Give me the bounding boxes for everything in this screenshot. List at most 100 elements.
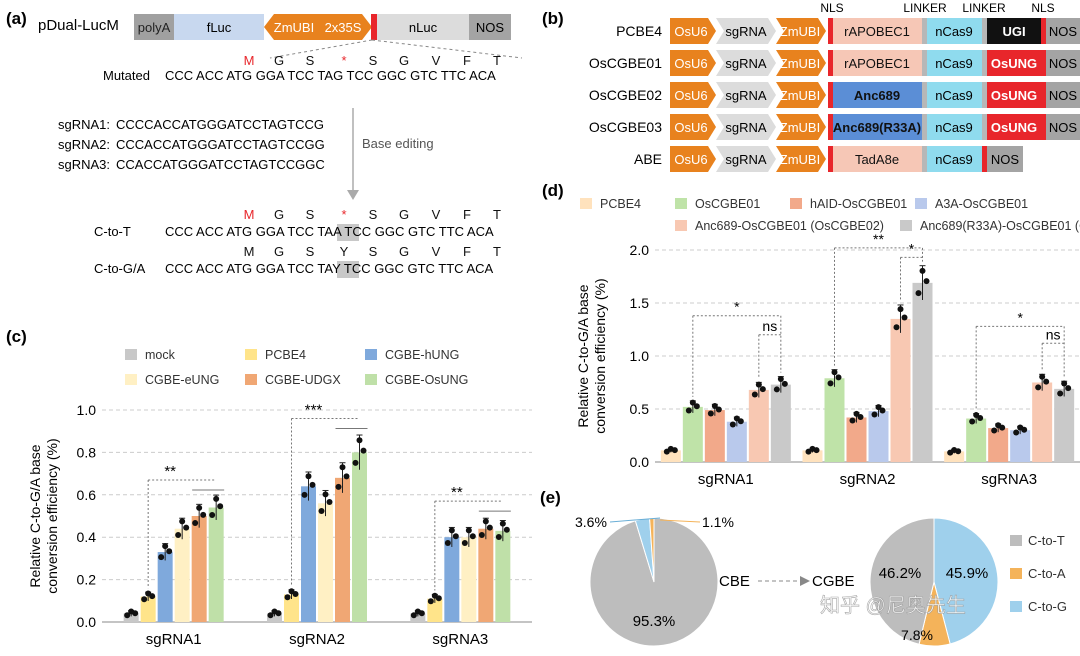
data-point [343,473,350,480]
legend-label: CGBE-OsUNG [385,373,468,387]
pie-legend: C-to-T C-to-A C-to-G [1010,533,1067,614]
part-label: OsUNG [991,56,1037,71]
amino-acid: M [244,244,255,259]
part-label: Anc689 [854,88,900,103]
data-point [671,447,678,454]
amino-acid: V [432,53,441,68]
pie2-label-ctot: 46.2% [879,565,922,582]
part-label: sgRNA [725,152,767,167]
pie-slice [933,517,999,645]
part-label: nCas9 [935,120,973,135]
significance-mark: *** [305,401,323,418]
y-tick-label: 0.6 [77,487,97,503]
data-point [991,427,998,434]
bar [726,421,747,462]
legend-label: C-to-A [1028,566,1066,581]
amino-acid: Y [340,244,349,259]
pie1-label-ctot: 95.3% [633,613,676,630]
data-point [292,590,299,597]
plasmid-label-polya: polyA [138,20,171,35]
part-uracil-glycosylase [987,114,1041,140]
data-point [893,324,900,331]
bar [748,389,769,462]
bar [157,552,173,622]
part-zmubi [776,18,826,44]
bar [318,503,333,622]
data-point [759,386,766,393]
part-label: Anc689(R33A) [833,120,921,135]
x-tick-label: sgRNA2 [840,471,896,488]
bar [944,451,965,462]
significance-mark: * [909,240,915,256]
chart-c: mock PCBE4 CGBE-hUNG CGBE-eUNG CGBE-UDGX CGBE… [27,348,532,648]
bar [191,516,207,622]
amino-acid: T [493,207,501,222]
panel-b: (b) NLS LINKER LINKER NLS PCBE4 OsU6 sgRNA… [542,1,1080,172]
data-point [448,527,455,534]
data-point [955,448,962,455]
data-point [781,380,788,387]
bar [352,452,367,622]
base-editing-label: Base editing [362,136,434,151]
legend-label: PCBE4 [265,348,306,362]
aa-row-ctot: M G S * S G V F T [244,207,501,222]
data-point [149,593,156,600]
plasmid-label-zmubi: ZmUBI [274,20,314,35]
data-point [1061,380,1068,387]
sgrna-sequence: CCCCACCATGGGATCCTAGTCCG [116,117,324,132]
part-zmubi [776,82,826,108]
data-point [275,610,282,617]
data-point [503,526,510,533]
part-label: NOS [1049,120,1078,135]
data-point [1043,378,1050,385]
pie1-label-ctog: 3.6% [575,514,607,530]
sgrna-sequence: CCACCATGGGATCCTAGTCCGGC [116,157,325,172]
part-linker [982,82,987,108]
y-tick-label: 0.0 [630,454,650,470]
part-nls [828,82,833,108]
bar [846,417,867,462]
data-point [356,437,363,444]
data-point [267,612,274,619]
data-point [469,533,476,540]
pie-charts: 3.6% 1.1% 95.3% 46.2% 45.9% 7.8% [575,514,999,647]
part-nls [1041,82,1046,108]
bar [284,594,299,622]
amino-acid: G [399,244,409,259]
pie2-label-ctog: 45.9% [946,565,989,582]
part-zmubi [776,146,826,172]
zoom-line-left [269,39,373,59]
data-point [444,540,451,547]
part-osu6 [670,18,716,44]
data-point [707,410,714,417]
legend-swatch [365,349,377,360]
construct-name: ABE [634,151,662,167]
x-tick-label: sgRNA1 [146,631,202,648]
arrow-to-label: CGBE [812,573,855,590]
bar [890,318,911,462]
panel-c: (c) mock PCBE4 CGBE-hUNG CGBE-eUNG CGBE-UDGX… [6,327,532,648]
part-deaminase [833,50,922,76]
y-tick-label: 0.8 [77,444,97,460]
part-nls [1041,114,1046,140]
amino-acid: T [493,244,501,259]
part-sgrna [716,50,776,76]
y-axis-label: Relative C-to-G/A baseconversion efficie… [27,438,60,593]
plasmid-box-nluc [377,14,469,40]
data-point [465,527,472,534]
data-point [452,533,459,540]
significance-mark: ns [1046,326,1061,342]
part-label: NOS [1049,56,1078,71]
data-point [158,554,165,561]
amino-acid: G [399,207,409,222]
panel-a: (a) pDual-LucM polyA fLuc ZmUBI 2x35S nL… [6,9,523,278]
amino-acid: M [244,207,255,222]
sgrna-sequence: CCCACCATGGGATCCTAGTCCGG [116,137,325,152]
data-point [1065,385,1072,392]
construct-name: OsCGBE03 [589,119,662,135]
legend-label: A3A-OsCGBE01 [935,197,1028,211]
legend-swatch [1010,535,1022,546]
top-label-nls-2: NLS [1031,1,1054,15]
arrow-from-label: CBE [719,573,750,590]
pie2-label-ctoa: 7.8% [901,627,933,643]
